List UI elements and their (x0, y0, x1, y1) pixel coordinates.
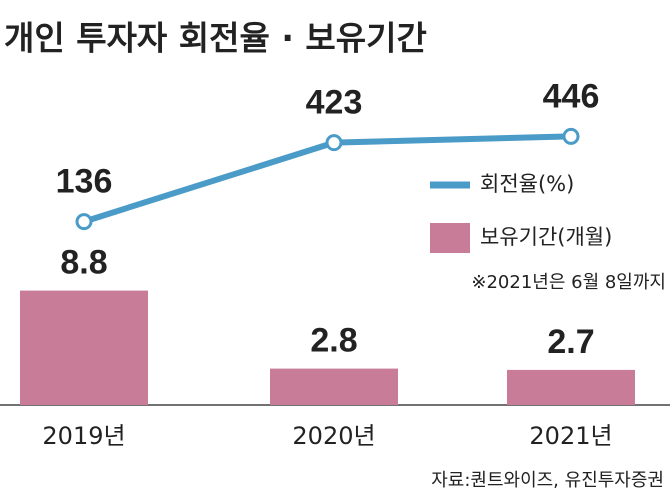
data-label: 2.8 (310, 322, 357, 360)
legend-label: 회전율(%) (480, 172, 574, 196)
note: ※2021년은 6월 8일까지 (471, 272, 666, 293)
x-tick-label: 2021년 (529, 422, 612, 450)
line-marker (75, 213, 93, 231)
legend-swatch (430, 223, 470, 253)
x-tick-label: 2020년 (292, 422, 375, 450)
line-marker (562, 127, 580, 145)
legend-label: 보유기간(개월) (480, 225, 612, 249)
data-label: 8.8 (60, 244, 107, 282)
bar (270, 368, 398, 405)
source: 자료:퀀트와이즈, 유진투자증권 (431, 470, 664, 491)
line-marker (325, 134, 343, 152)
data-label: 136 (56, 163, 113, 201)
bar (507, 369, 635, 405)
data-label: 446 (543, 77, 600, 115)
bar (20, 290, 148, 405)
data-label: 2.7 (547, 323, 594, 361)
x-tick-label: 2019년 (42, 422, 125, 450)
data-label: 423 (306, 84, 363, 122)
chart-title: 개인 투자자 회전율 · 보유기간 (4, 19, 427, 58)
